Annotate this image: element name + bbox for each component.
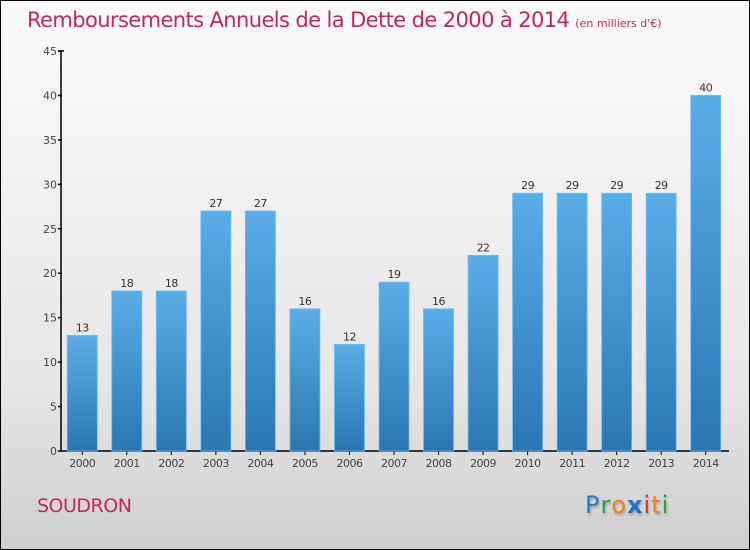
data-label-2000: 13 — [76, 321, 89, 334]
bar-2009[interactable] — [467, 255, 499, 452]
bar-2006[interactable] — [334, 343, 365, 452]
y-tick-label: 15 — [43, 312, 57, 325]
data-label-2005: 16 — [298, 295, 311, 308]
data-label-2010: 29 — [521, 179, 534, 192]
x-tick-label: 2002 — [158, 457, 184, 470]
x-tick-label: 2013 — [648, 457, 674, 470]
bar-2003[interactable] — [200, 210, 232, 452]
x-tick-label: 2009 — [470, 457, 496, 470]
logo-letter: i — [643, 491, 652, 519]
y-tick-label: 5 — [50, 401, 57, 414]
bar-2011[interactable] — [556, 192, 588, 452]
y-tick-label: 25 — [43, 223, 57, 236]
data-label-2014: 40 — [699, 81, 712, 94]
x-tick-label: 2001 — [114, 457, 140, 470]
bar-2008[interactable] — [423, 308, 454, 452]
y-tick-label: 0 — [50, 445, 57, 458]
data-labels: 13 18 18 27 27 16 12 19 16 22 29 29 29 29 40 — [76, 81, 713, 343]
logo-letter: r — [600, 491, 612, 519]
data-label-2001: 18 — [120, 277, 133, 290]
logo-letter: x — [627, 491, 644, 519]
data-label-2004: 27 — [254, 197, 267, 210]
y-axis: 0 5 10 15 20 25 30 35 40 45 — [43, 45, 64, 458]
commune-name: SOUDRON — [37, 495, 132, 517]
x-tick-label: 2012 — [604, 457, 630, 470]
proxiti-logo[interactable]: Proxiti — [585, 491, 669, 519]
x-axis: 2000 2001 2002 2003 2004 2005 2006 2007 2008 2009… — [61, 450, 729, 470]
data-label-2013: 29 — [655, 179, 668, 192]
chart-title-text: Remboursements Annuels de la Dette de 20… — [27, 8, 570, 32]
y-tick-label: 30 — [43, 178, 57, 191]
x-tick-label: 2006 — [336, 457, 362, 470]
data-label-2007: 19 — [388, 268, 401, 281]
x-tick-label: 2010 — [515, 457, 541, 470]
chart-title: Remboursements Annuels de la Dette de 20… — [27, 8, 662, 32]
x-tick-label: 2005 — [292, 457, 318, 470]
data-label-2012: 29 — [610, 179, 623, 192]
data-label-2003: 27 — [209, 197, 222, 210]
y-tick-label: 10 — [43, 356, 57, 369]
logo-letter: t — [651, 491, 662, 519]
bars — [66, 95, 722, 452]
logo-letter: P — [585, 491, 601, 519]
x-tick-label: 2011 — [559, 457, 585, 470]
bar-2010[interactable] — [512, 192, 544, 452]
x-tick-label: 2003 — [203, 457, 229, 470]
data-label-2011: 29 — [566, 179, 579, 192]
y-tick-label: 40 — [43, 89, 57, 102]
bar-2013[interactable] — [645, 192, 677, 452]
bar-2012[interactable] — [601, 192, 633, 452]
bar-2004[interactable] — [244, 210, 276, 452]
data-label-2009: 22 — [477, 241, 490, 254]
y-tick-label: 45 — [43, 45, 57, 58]
bar-2002[interactable] — [155, 290, 187, 452]
chart-unit: (en milliers d'€) — [575, 17, 662, 30]
logo-letter: i — [661, 491, 670, 519]
data-label-2008: 16 — [432, 295, 445, 308]
logo-letter: o — [611, 491, 628, 519]
bar-2007[interactable] — [378, 281, 410, 452]
x-tick-label: 2008 — [426, 457, 452, 470]
y-tick-label: 20 — [43, 267, 57, 280]
bar-2001[interactable] — [111, 290, 143, 452]
bar-2005[interactable] — [289, 308, 321, 452]
bar-2014[interactable] — [690, 95, 722, 452]
data-label-2002: 18 — [165, 277, 178, 290]
x-tick-label: 2004 — [247, 457, 273, 470]
x-tick-label: 2014 — [693, 457, 719, 470]
x-tick-label: 2007 — [381, 457, 407, 470]
bar-2000[interactable] — [66, 335, 98, 452]
data-label-2006: 12 — [343, 330, 356, 343]
y-tick-label: 35 — [43, 134, 57, 147]
x-tick-label: 2000 — [69, 457, 95, 470]
